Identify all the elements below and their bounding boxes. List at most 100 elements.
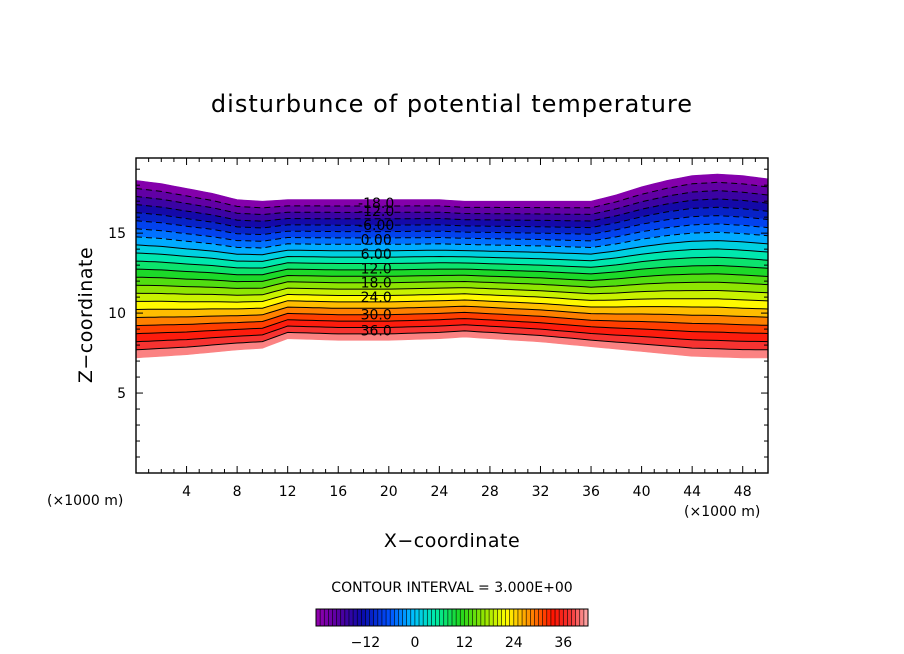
colorbar-swatch [423, 609, 428, 626]
x-tick-label: 8 [233, 484, 242, 500]
contour-interval-text: CONTOUR INTERVAL = 3.000E+00 [331, 580, 572, 596]
colorbar-swatch [332, 609, 337, 626]
colorbar-swatch [489, 609, 494, 626]
contour-label: 0.00 [361, 233, 392, 249]
contour-line [136, 318, 768, 335]
x-tick-label: 4 [182, 484, 191, 500]
contour-line [136, 299, 768, 310]
colorbar-swatch [517, 609, 523, 626]
colorbar-swatch [427, 609, 432, 626]
colorbar-swatch [501, 609, 506, 626]
x-unit-left: (×1000 m) [47, 493, 123, 509]
colorbar-swatch [435, 609, 440, 626]
colorbar-swatch [369, 609, 374, 626]
colorbar-frame [315, 608, 589, 627]
colorbar: −12 0 12 24 36 [315, 608, 589, 651]
colorbar-swatch [447, 609, 453, 626]
colorbar-swatch [534, 609, 539, 626]
colorbar-tick-label: 0 [410, 635, 419, 651]
x-axis-label: X−coordinate [384, 530, 520, 552]
contour-line [136, 311, 768, 327]
contour-line [136, 264, 768, 276]
contour-line [136, 231, 768, 249]
colorbar-swatch [431, 609, 436, 626]
colorbar-swatch [513, 609, 519, 626]
colorbar-swatch [484, 609, 490, 626]
colorbar-swatch [419, 609, 424, 626]
x-tick-label: 40 [633, 484, 651, 500]
x-unit-right: (×1000 m) [684, 504, 760, 520]
contour-line [136, 280, 768, 289]
contour-line [136, 305, 768, 318]
contour-line [136, 256, 768, 269]
y-axis-label: Z−coordinate [75, 247, 97, 383]
colorbar-swatch [398, 609, 403, 626]
x-tick-label: 36 [582, 484, 600, 500]
colorbar-swatch [381, 609, 387, 626]
colorbar-swatch [340, 609, 346, 626]
colorbar-swatch [336, 609, 342, 626]
y-tick-label: 15 [108, 226, 126, 242]
colorbar-swatch [575, 609, 581, 626]
colorbar-swatch [546, 609, 552, 626]
colorbar-swatch [480, 609, 486, 626]
contour-label: -6.00 [358, 218, 394, 234]
colorbar-swatch [316, 609, 321, 626]
x-tick-label: 44 [683, 484, 701, 500]
contour-line-layer [136, 181, 768, 351]
colorbar-swatch [365, 609, 370, 626]
contour-label: 36.0 [361, 324, 392, 340]
colorbar-swatch [456, 609, 461, 626]
colorbar-swatch [579, 609, 585, 626]
contour-label: 24.0 [361, 290, 392, 306]
colorbar-swatch [563, 609, 568, 626]
colorbar-swatch [443, 609, 449, 626]
colorbar-swatch [406, 609, 412, 626]
colorbar-swatch [555, 609, 560, 626]
colorbar-tick-label: 36 [554, 635, 572, 651]
colorbar-swatch [439, 609, 445, 626]
y-tick-label: 5 [117, 386, 126, 402]
contour-line [136, 273, 768, 283]
colorbar-swatch [328, 609, 333, 626]
colorbar-swatch [344, 609, 350, 626]
colorbar-swatch [530, 609, 535, 626]
contour-label: 6.00 [361, 247, 392, 263]
colorbar-swatch [410, 609, 416, 626]
colorbar-swatch [505, 609, 510, 626]
colorbar-swatch [559, 609, 564, 626]
contour-label: 12.0 [361, 261, 392, 277]
colorbar-swatch [497, 609, 502, 626]
chart-title: disturbunce of potential temperature [211, 90, 693, 118]
colorbar-tick-label: 24 [505, 635, 523, 651]
colorbar-swatch [538, 609, 543, 626]
colorbar-swatch [460, 609, 465, 626]
colorbar-swatch [583, 609, 589, 626]
colorbar-swatch [464, 609, 469, 626]
colorbar-swatch [452, 609, 457, 626]
colorbar-swatch [468, 609, 473, 626]
colorbar-swatch [394, 609, 399, 626]
colorbar-swatch [390, 609, 395, 626]
x-tick-label: 20 [380, 484, 398, 500]
colorbar-swatch [542, 609, 548, 626]
colorbar-swatch [414, 609, 420, 626]
colorbar-swatch [567, 609, 572, 626]
contour-line [136, 324, 768, 343]
contour-line [136, 248, 768, 262]
contour-label: -12.0 [358, 204, 394, 220]
colorbar-swatch [550, 609, 556, 626]
x-tick-label: 28 [481, 484, 499, 500]
x-tick-label: 48 [734, 484, 752, 500]
colorbar-swatch [324, 609, 329, 626]
colorbar-swatch [357, 609, 362, 626]
colorbar-swatch [402, 609, 407, 626]
colorbar-swatch [493, 609, 498, 626]
colorbar-swatch [373, 609, 379, 626]
contour-label: 18.0 [361, 276, 392, 292]
contour-line [136, 181, 768, 209]
colorbar-swatch [377, 609, 383, 626]
colorbar-swatch [361, 609, 366, 626]
x-tick-label: 12 [279, 484, 297, 500]
